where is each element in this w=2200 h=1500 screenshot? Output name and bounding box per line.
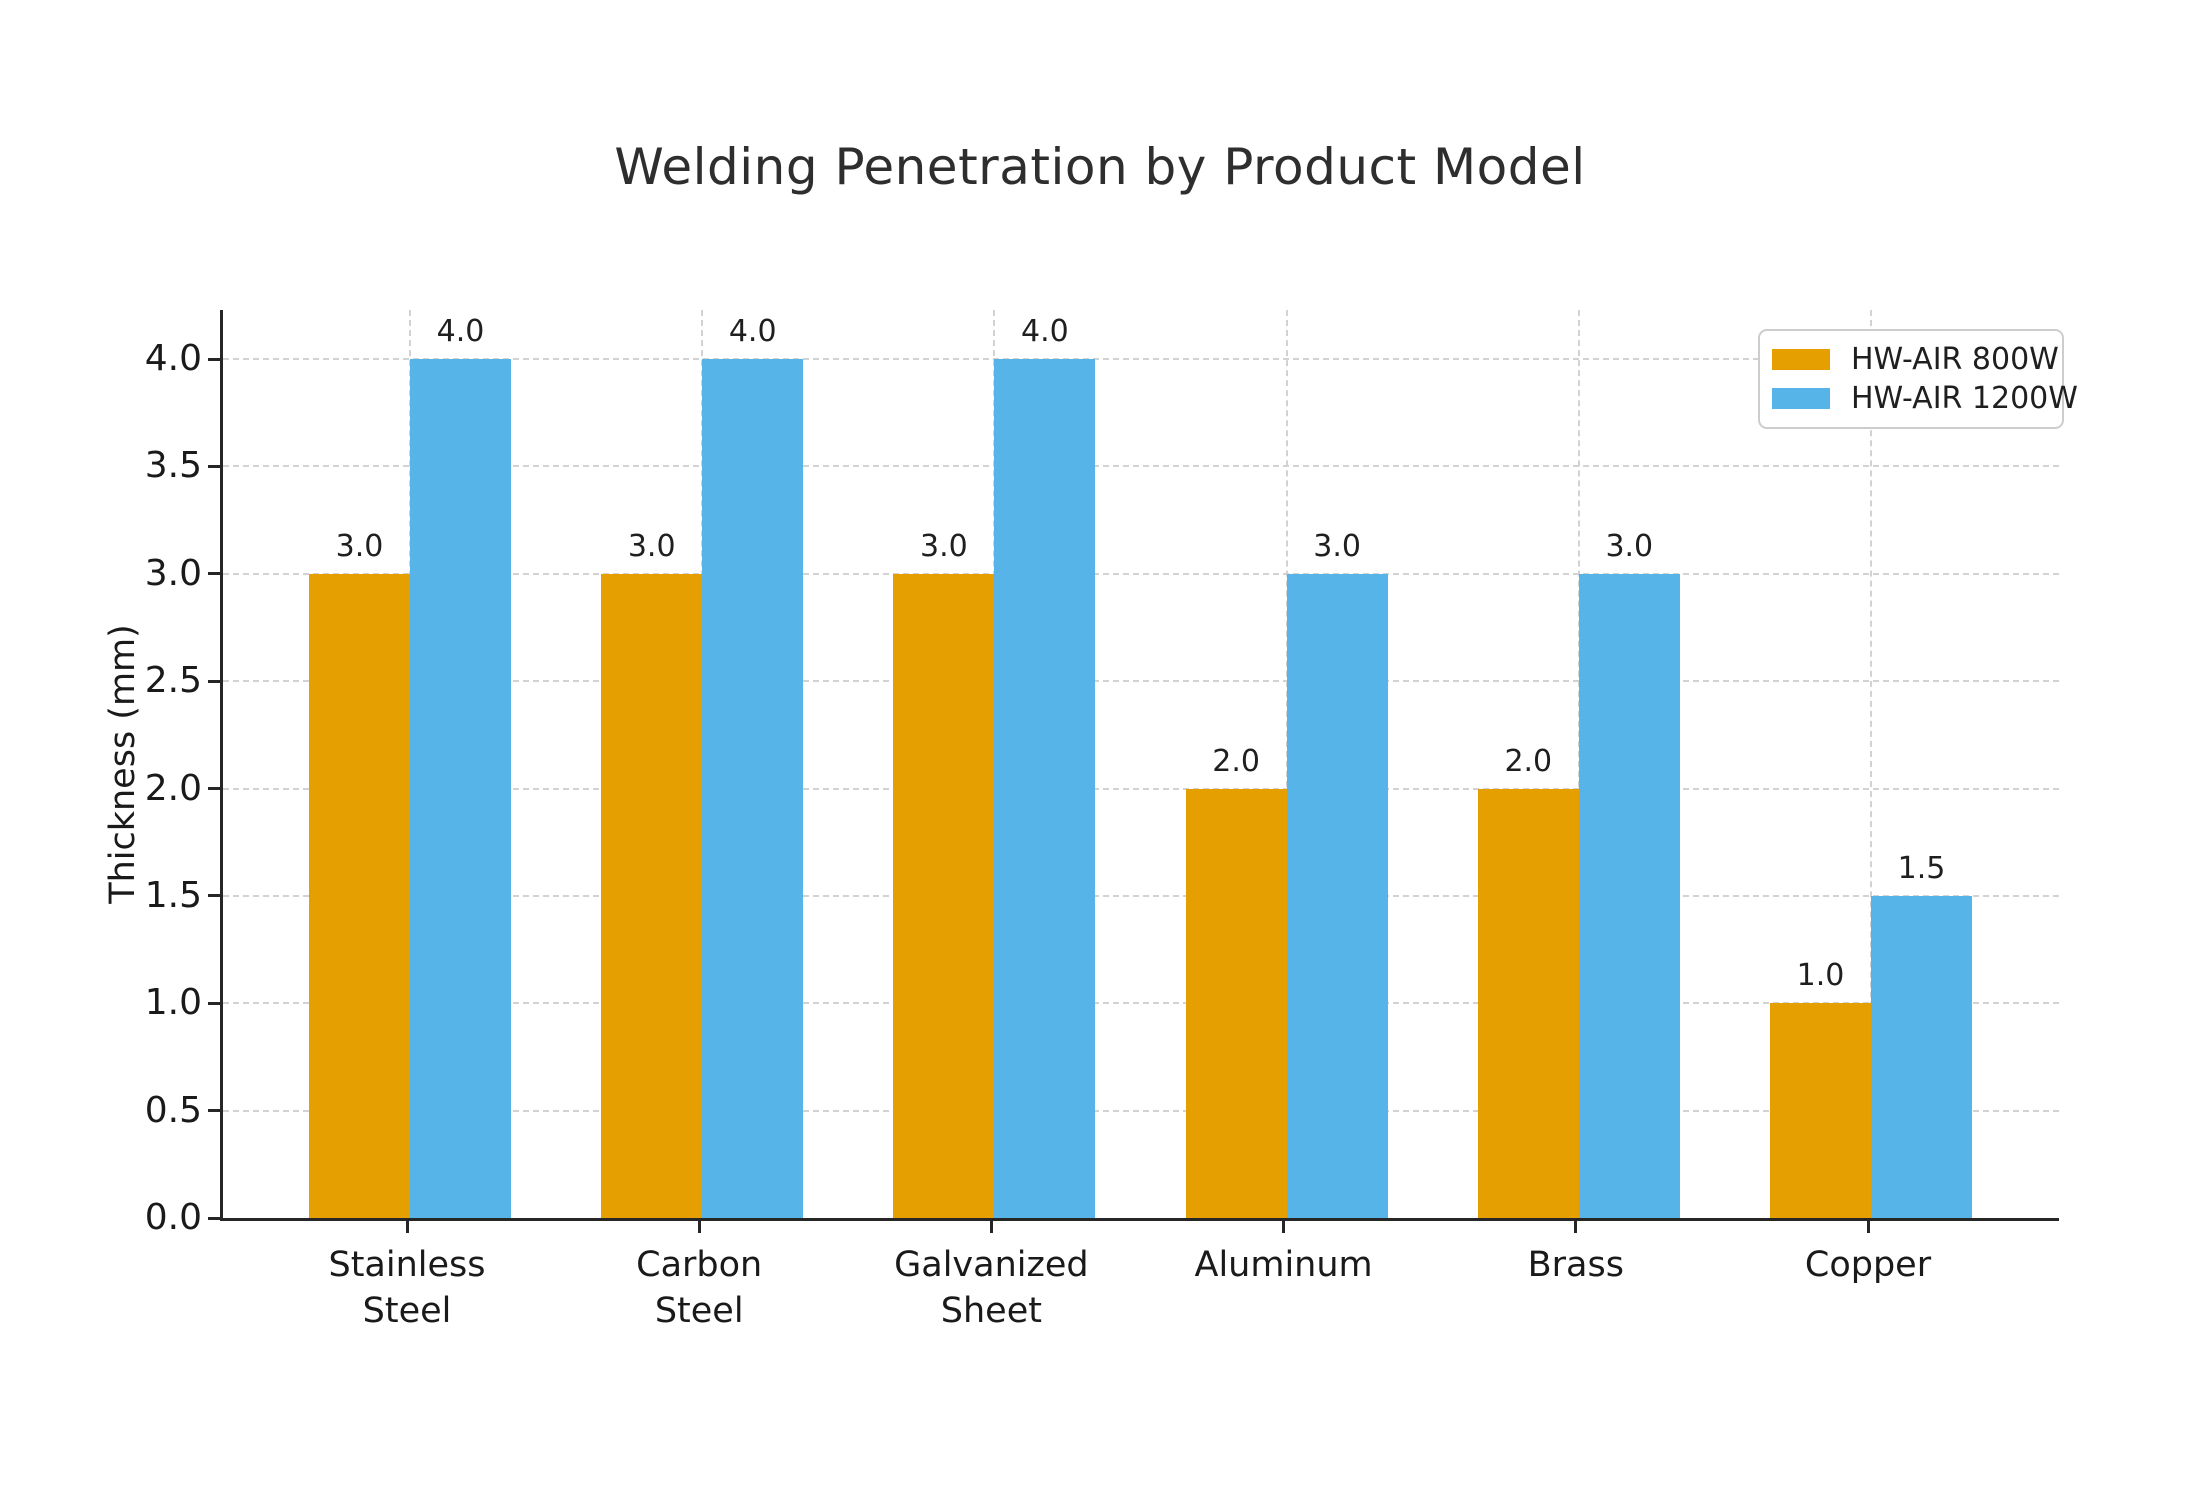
x-tick-mark xyxy=(989,1221,993,1233)
x-tick-label: Galvanized Sheet xyxy=(894,1245,1089,1331)
x-tick-label: Copper xyxy=(1804,1245,1932,1285)
y-tick-mark xyxy=(208,464,220,468)
x-tick-label: Aluminum xyxy=(1194,1245,1373,1285)
y-tick-mark xyxy=(208,787,220,790)
bar-value-label: 2.0 xyxy=(1212,743,1260,779)
bar-value-label: 3.0 xyxy=(1313,528,1361,564)
bar-series2 xyxy=(1871,895,1972,1218)
bar-value-label: 3.0 xyxy=(1605,528,1654,564)
y-tick-label: 2.0 xyxy=(144,767,202,809)
y-tick-label: 0.5 xyxy=(144,1089,202,1131)
x-tick-mark xyxy=(697,1221,701,1233)
bar-value-label: 1.5 xyxy=(1897,850,1946,886)
bar-value-label: 4.0 xyxy=(728,314,777,349)
h-gridline xyxy=(223,787,2059,790)
x-tick-label: Carbon Steel xyxy=(636,1245,763,1331)
bar-series2 xyxy=(1286,573,1388,1218)
y-tick-mark xyxy=(208,894,220,898)
h-gridline xyxy=(223,465,2059,468)
legend-item: HW-AIR 800W xyxy=(1772,340,2059,379)
h-gridline xyxy=(223,894,2059,897)
bar-series1 xyxy=(1770,1003,1871,1218)
bar-series1 xyxy=(309,573,410,1218)
bar-series2 xyxy=(702,359,804,1218)
y-tick-label: 3.5 xyxy=(144,445,202,487)
h-gridline xyxy=(223,680,2059,683)
x-tick-label: Brass xyxy=(1527,1245,1624,1285)
legend-swatch xyxy=(1772,388,1830,409)
h-gridline xyxy=(223,1002,2059,1005)
x-tick-mark xyxy=(1866,1221,1870,1233)
y-tick-label: 3.0 xyxy=(144,552,202,594)
h-gridline xyxy=(223,572,2059,575)
y-tick-mark xyxy=(208,1001,220,1005)
x-tick-mark xyxy=(1574,1221,1578,1233)
h-gridline xyxy=(223,358,2059,360)
bar-series1 xyxy=(893,573,995,1218)
bar-value-label: 3.0 xyxy=(920,528,968,564)
y-tick-mark xyxy=(208,1216,220,1220)
y-tick-label: 0.0 xyxy=(144,1197,202,1238)
bar-value-label: 4.0 xyxy=(436,314,485,349)
legend: HW-AIR 800W HW-AIR 1200W xyxy=(1758,329,2078,429)
legend-item: HW-AIR 1200W xyxy=(1772,379,2078,418)
y-tick-label: 1.0 xyxy=(144,982,202,1024)
legend-label: HW-AIR 1200W xyxy=(1851,381,2078,416)
x-tick-mark xyxy=(1282,1221,1286,1233)
bar-series2 xyxy=(410,359,511,1218)
bar-series1 xyxy=(1185,788,1287,1218)
h-gridline xyxy=(223,1109,2059,1112)
x-tick-mark xyxy=(405,1221,409,1233)
bar-value-label: 3.0 xyxy=(335,528,384,564)
y-tick-label: 4.0 xyxy=(144,338,202,379)
bar-value-label: 3.0 xyxy=(627,528,676,564)
y-tick-mark xyxy=(208,357,220,361)
y-tick-mark xyxy=(208,1109,220,1113)
y-tick-label: 1.5 xyxy=(144,874,202,916)
x-tick-label: Stainless Steel xyxy=(328,1245,486,1331)
y-tick-mark xyxy=(208,679,220,683)
bar-value-label: 2.0 xyxy=(1504,743,1553,779)
chart-title: Welding Penetration by Product Model xyxy=(614,138,1586,196)
bar-series1 xyxy=(601,573,703,1218)
bar-series2 xyxy=(994,359,1096,1218)
v-gridline xyxy=(1870,310,1872,1218)
plot-area: 3.0 3.0 3.0 2.0 2.0 1.0 4.0 4.0 4.0 3.0 3.0 1.5 xyxy=(220,310,2059,1221)
bar-series2 xyxy=(1578,573,1680,1218)
y-tick-label: 2.5 xyxy=(144,660,202,702)
y-tick-mark xyxy=(208,572,220,576)
bar-series1 xyxy=(1477,788,1579,1218)
legend-swatch xyxy=(1772,349,1830,370)
bar-value-label: 4.0 xyxy=(1021,314,1069,349)
bar-value-label: 1.0 xyxy=(1796,958,1845,994)
legend-label: HW-AIR 800W xyxy=(1851,342,2059,377)
